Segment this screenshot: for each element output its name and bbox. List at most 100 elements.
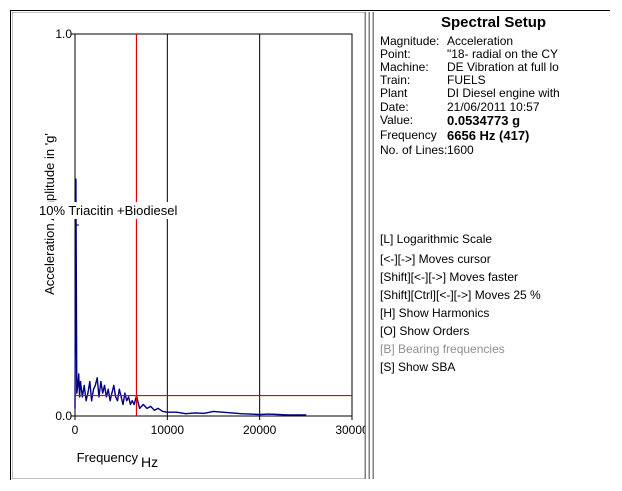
spectrum-point: [162, 410, 164, 413]
info-row-value: 1600: [447, 143, 474, 157]
spectrum-point: [231, 412, 233, 414]
info-row-value: DE Vibration at full lo: [447, 60, 559, 74]
spectrum-point: [83, 384, 85, 387]
spectrum-point: [100, 381, 102, 383]
info-row-label: Date:: [380, 100, 409, 114]
spectrum-point: [222, 411, 224, 413]
spectrum-point: [150, 405, 152, 408]
spectrum-point: [91, 400, 93, 402]
spectrum-point: [129, 403, 131, 406]
command-hint: [L] Logarithmic Scale: [380, 232, 493, 246]
spectrum-point: [194, 412, 196, 414]
spectrum-chart-panel[interactable]: Acceleration Amplitude in 'g' Frequency …: [12, 12, 365, 479]
spectrum-point: [107, 388, 109, 390]
spectrum-point: [78, 373, 80, 375]
spectrum-point: [142, 403, 144, 406]
spectrum-point: [96, 377, 98, 379]
spectrum-point: [249, 413, 252, 415]
spectrum-point: [109, 400, 111, 402]
command-hint: [O] Show Orders: [380, 324, 470, 338]
spectrum-point: [305, 414, 307, 416]
spectrum-point: [122, 403, 124, 406]
command-hint: [<-][->] Moves cursor: [380, 252, 491, 266]
x-tick-label: 20000: [243, 423, 277, 437]
spectrum-point: [74, 407, 76, 409]
spectrum-point: [116, 400, 119, 402]
spectrum-series-line: [74, 178, 306, 416]
info-row-label: Plant: [380, 86, 408, 100]
panel-splitter[interactable]: [365, 12, 375, 479]
info-row-value: DI Diesel engine with: [447, 86, 560, 100]
spectrum-point: [259, 413, 261, 416]
spectrum-point: [102, 392, 104, 394]
spectrum-point: [127, 396, 130, 398]
spectrum-point: [203, 412, 205, 414]
spectrum-point: [89, 381, 91, 383]
spectrum-point: [286, 414, 288, 416]
spectrum-point: [79, 396, 81, 398]
x-tick-label: 10000: [151, 423, 185, 437]
spectrum-point: [85, 400, 87, 402]
info-row-label: Frequency: [380, 128, 437, 142]
spectrum-point: [98, 396, 100, 398]
command-hint: [H] Show Harmonics: [380, 306, 490, 320]
info-row-label: Magnitude:: [380, 34, 440, 48]
spectrum-point: [175, 411, 178, 413]
info-row-value: 0.0534773 g: [447, 113, 521, 128]
x-axis-label: Frequency: [77, 450, 139, 465]
spectrum-point: [81, 396, 83, 398]
spectrum-point: [79, 381, 82, 383]
spectrum-point: [277, 413, 279, 416]
spectrum-point: [94, 384, 96, 387]
window-frame: [10, 10, 610, 480]
spectrum-point: [103, 384, 106, 387]
info-row-label: Machine:: [380, 60, 429, 74]
info-row-label: No. of Lines:: [380, 143, 448, 157]
chart-annotation: 10% Triacitin +Biodiesel: [39, 203, 177, 218]
spectrum-point: [146, 407, 148, 409]
spectrum-point: [126, 400, 128, 402]
spectrum-point: [115, 396, 117, 398]
spectral-setup-panel: Spectral Setup Magnitude: Acceleration Poi…: [377, 12, 610, 479]
spectrum-point: [268, 413, 270, 415]
y-tick-label: 1.0: [55, 27, 72, 41]
spectrum-point: [113, 384, 115, 387]
spectrum-point: [153, 409, 156, 411]
spectrum-chart[interactable]: Acceleration Amplitude in 'g' Frequency …: [12, 12, 365, 479]
info-row-value: FUELS: [447, 73, 486, 87]
info-row-label: Point:: [380, 47, 411, 61]
x-tick-label: 0: [72, 423, 79, 437]
spectrum-point: [75, 178, 77, 180]
spectrum-point: [139, 407, 141, 409]
spectrum-point: [240, 413, 242, 415]
spectrum-point: [118, 388, 120, 390]
info-row-value: 21/06/2011 10:57: [447, 100, 540, 114]
spectrum-point: [133, 403, 135, 406]
spectrum-point: [296, 414, 298, 416]
y-tick-label: 0.0: [55, 409, 72, 423]
x-axis-unit: Hz: [141, 454, 158, 470]
spectrum-point: [131, 400, 133, 402]
spectrum-point: [111, 392, 113, 394]
spectrum-point: [92, 388, 95, 390]
annotation-background: [37, 202, 218, 219]
info-row-value: Acceleration: [447, 34, 514, 48]
spectrum-point: [185, 413, 187, 415]
spectrum-point: [105, 396, 107, 398]
spectrum-point: [124, 392, 126, 394]
plot-area: [74, 33, 353, 417]
spectrum-point: [120, 396, 122, 398]
info-row-label: Value:: [380, 113, 414, 127]
spectrum-point: [87, 392, 89, 394]
spectrum-point: [76, 392, 78, 394]
spectral-setup-title: Spectral Setup: [440, 14, 547, 31]
command-hint: [B] Bearing frequencies: [380, 342, 505, 356]
spectrum-point: [212, 410, 215, 413]
spectrum-point: [166, 411, 168, 413]
command-hint: [Shift][Ctrl][<-][->] Moves 25 %: [380, 288, 541, 302]
command-hint: [S] Show SBA: [380, 360, 456, 374]
spectrum-point: [157, 407, 159, 409]
info-row-value: "18- radial on the CY: [447, 47, 558, 61]
command-hint: [Shift][<-][->] Moves faster: [380, 270, 519, 284]
